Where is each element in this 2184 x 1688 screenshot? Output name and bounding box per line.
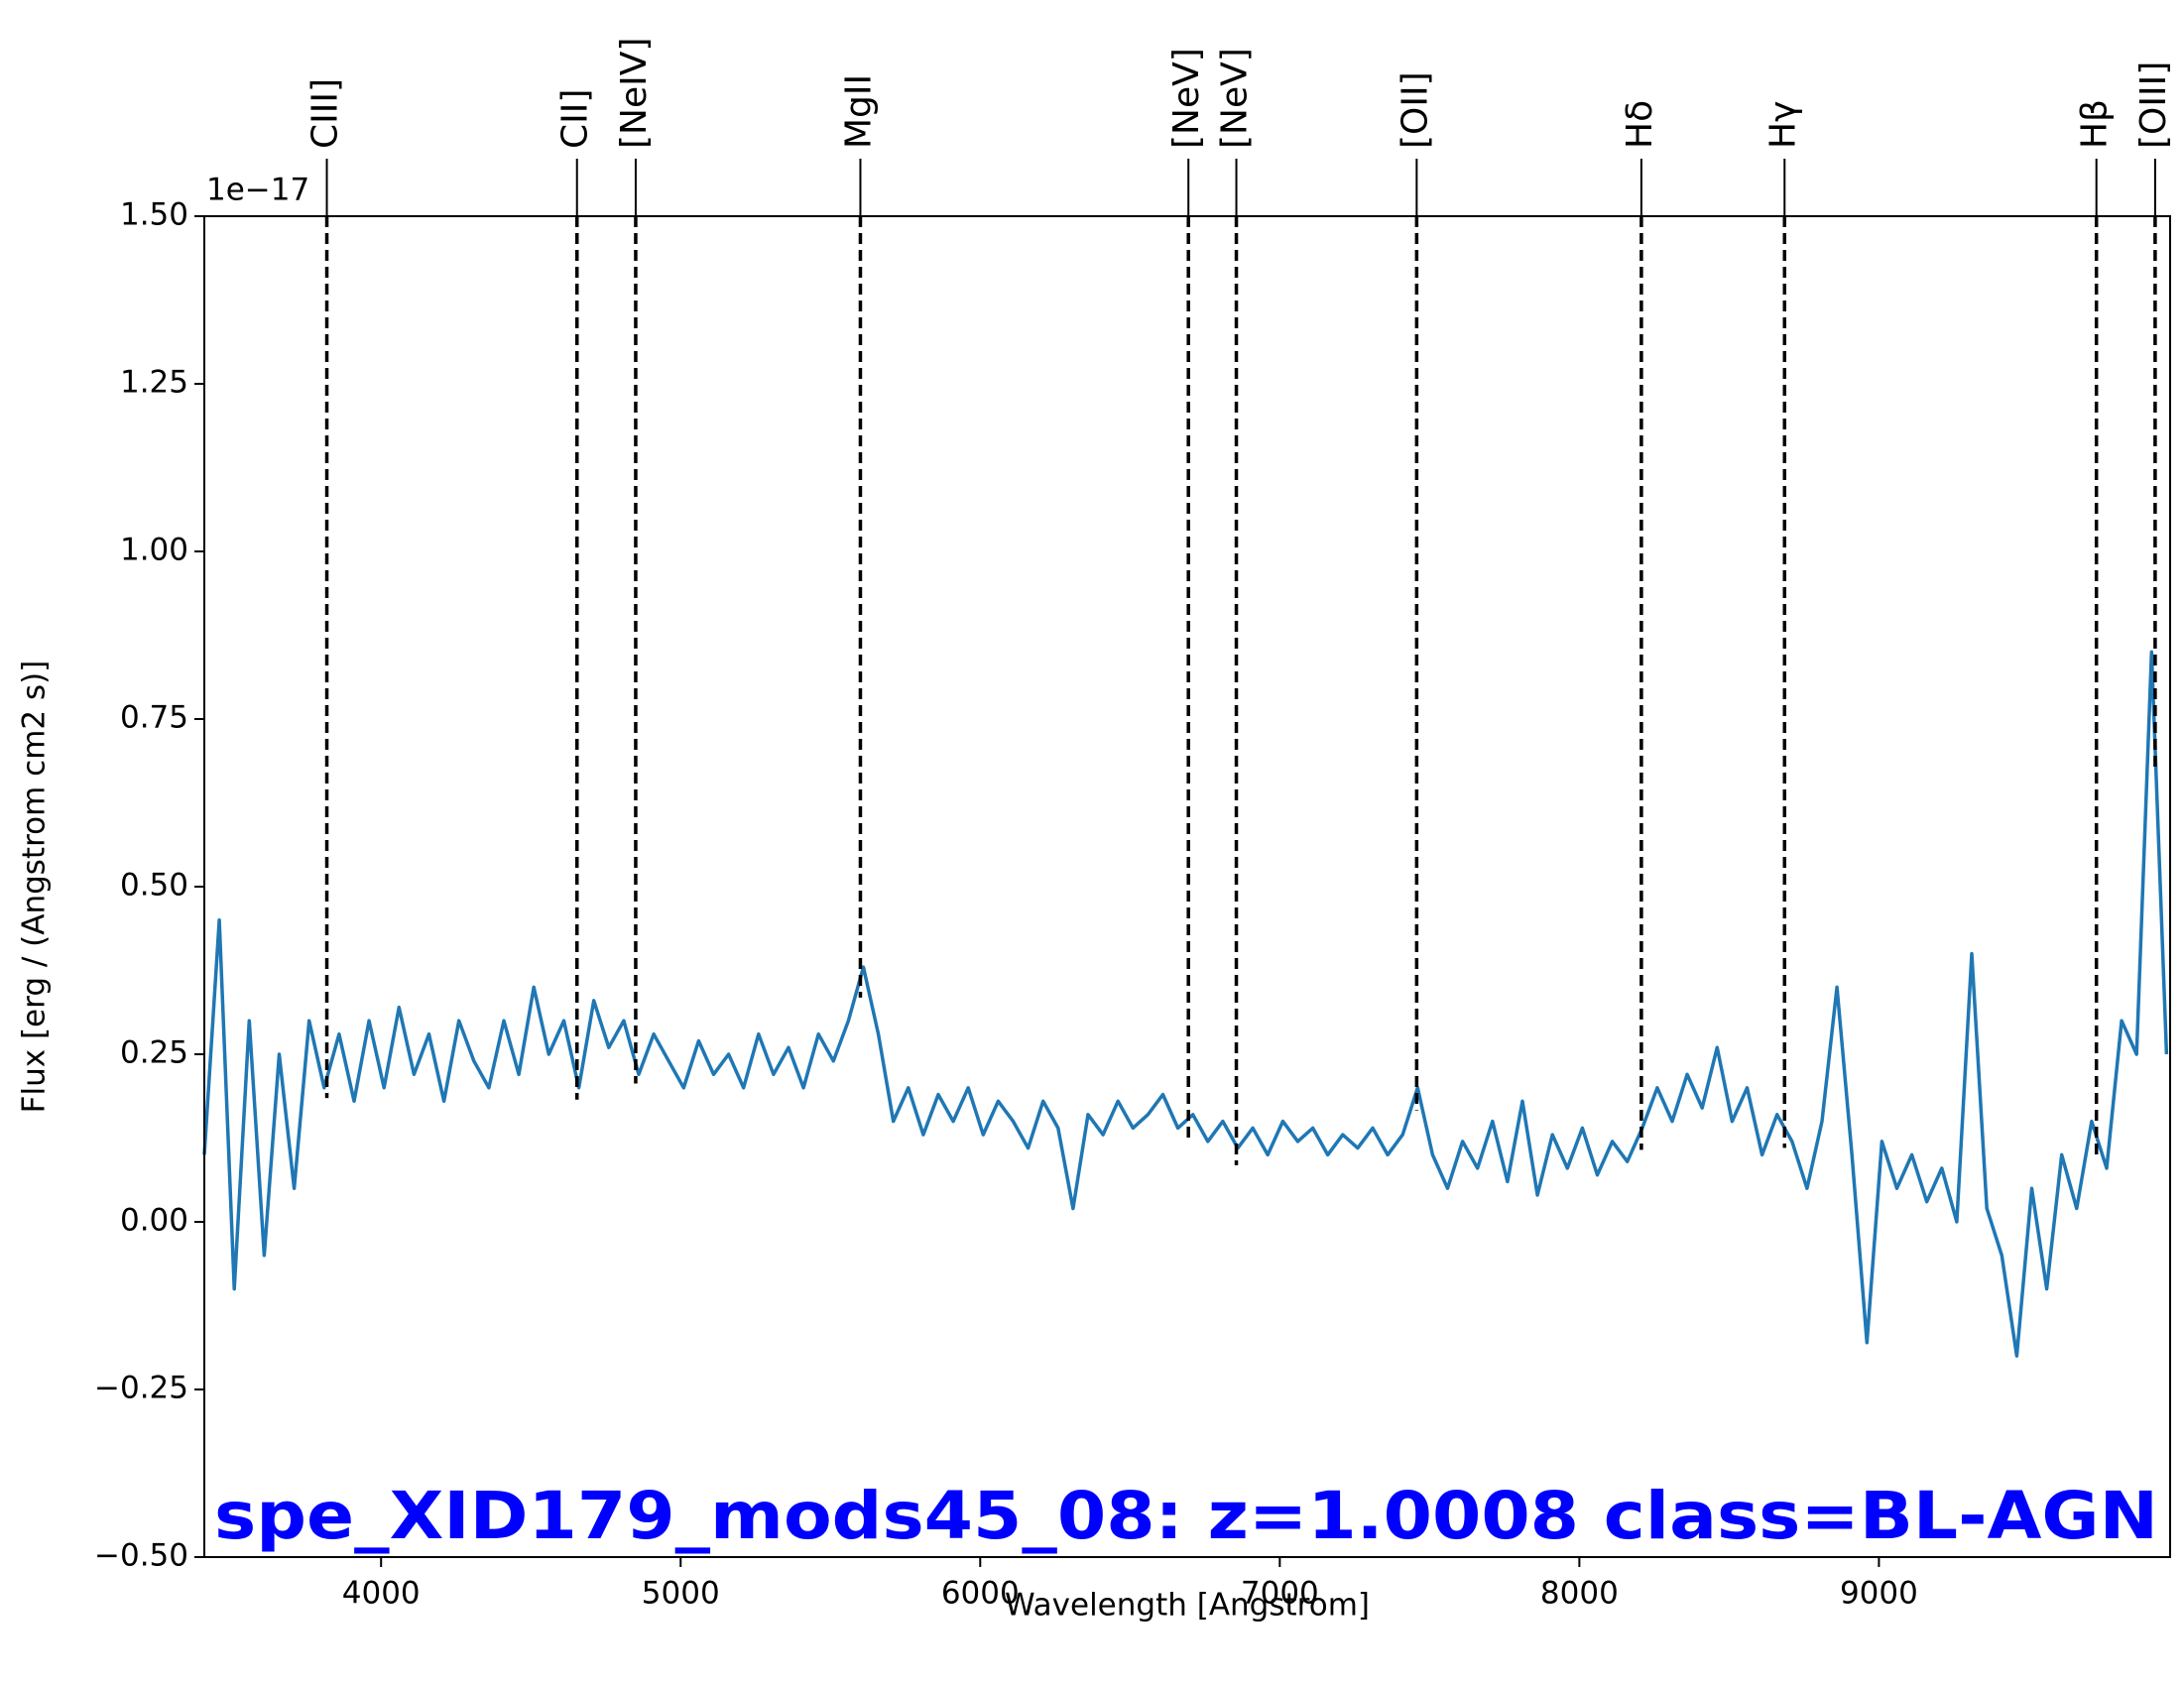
y-tick-label: −0.50 [94, 1538, 188, 1574]
y-tick-label: −0.25 [94, 1371, 188, 1406]
x-tick-label: 5000 [642, 1576, 720, 1612]
x-tick-label: 7000 [1241, 1576, 1319, 1612]
line-label: Hγ [1762, 101, 1803, 149]
annotation: spe_XID179_mods45_08: z=1.0008 class=BL-… [214, 1478, 2158, 1554]
y-tick-label: 0.50 [120, 868, 188, 904]
x-tick-label: 9000 [1840, 1576, 1918, 1612]
x-tick-label: 8000 [1540, 1576, 1619, 1612]
y-axis-label: Flux [erg / (Angstrom cm2 s)] [17, 661, 53, 1114]
x-axis-label: Wavelength [Angstrom] [1005, 1588, 1370, 1624]
offset-text: 1e−17 [206, 173, 309, 208]
y-tick-label: 0.25 [120, 1035, 188, 1071]
y-tick-label: 1.25 [120, 365, 188, 401]
plot-frame [203, 215, 2171, 1558]
line-label: [NeV] [1166, 48, 1207, 149]
line-label: Hβ [2075, 99, 2116, 149]
x-tick-label: 4000 [342, 1576, 421, 1612]
line-label: Hδ [1620, 100, 1660, 149]
line-label: CII] [555, 89, 596, 149]
spectrum-line [202, 650, 2169, 1358]
line-label: MgII [838, 74, 879, 149]
line-label: CIII] [305, 78, 346, 149]
y-tick-label: 0.00 [120, 1203, 188, 1239]
x-tick-label: 6000 [941, 1576, 1020, 1612]
y-tick-label: 1.50 [120, 197, 188, 233]
line-label: [NeIV] [614, 38, 655, 149]
y-tick-label: 1.00 [120, 533, 188, 568]
line-label: [OII] [1395, 71, 1435, 149]
line-label: [NeV] [1215, 48, 1256, 149]
line-label: [OIII] [2133, 61, 2174, 149]
y-tick-label: 0.75 [120, 700, 188, 736]
